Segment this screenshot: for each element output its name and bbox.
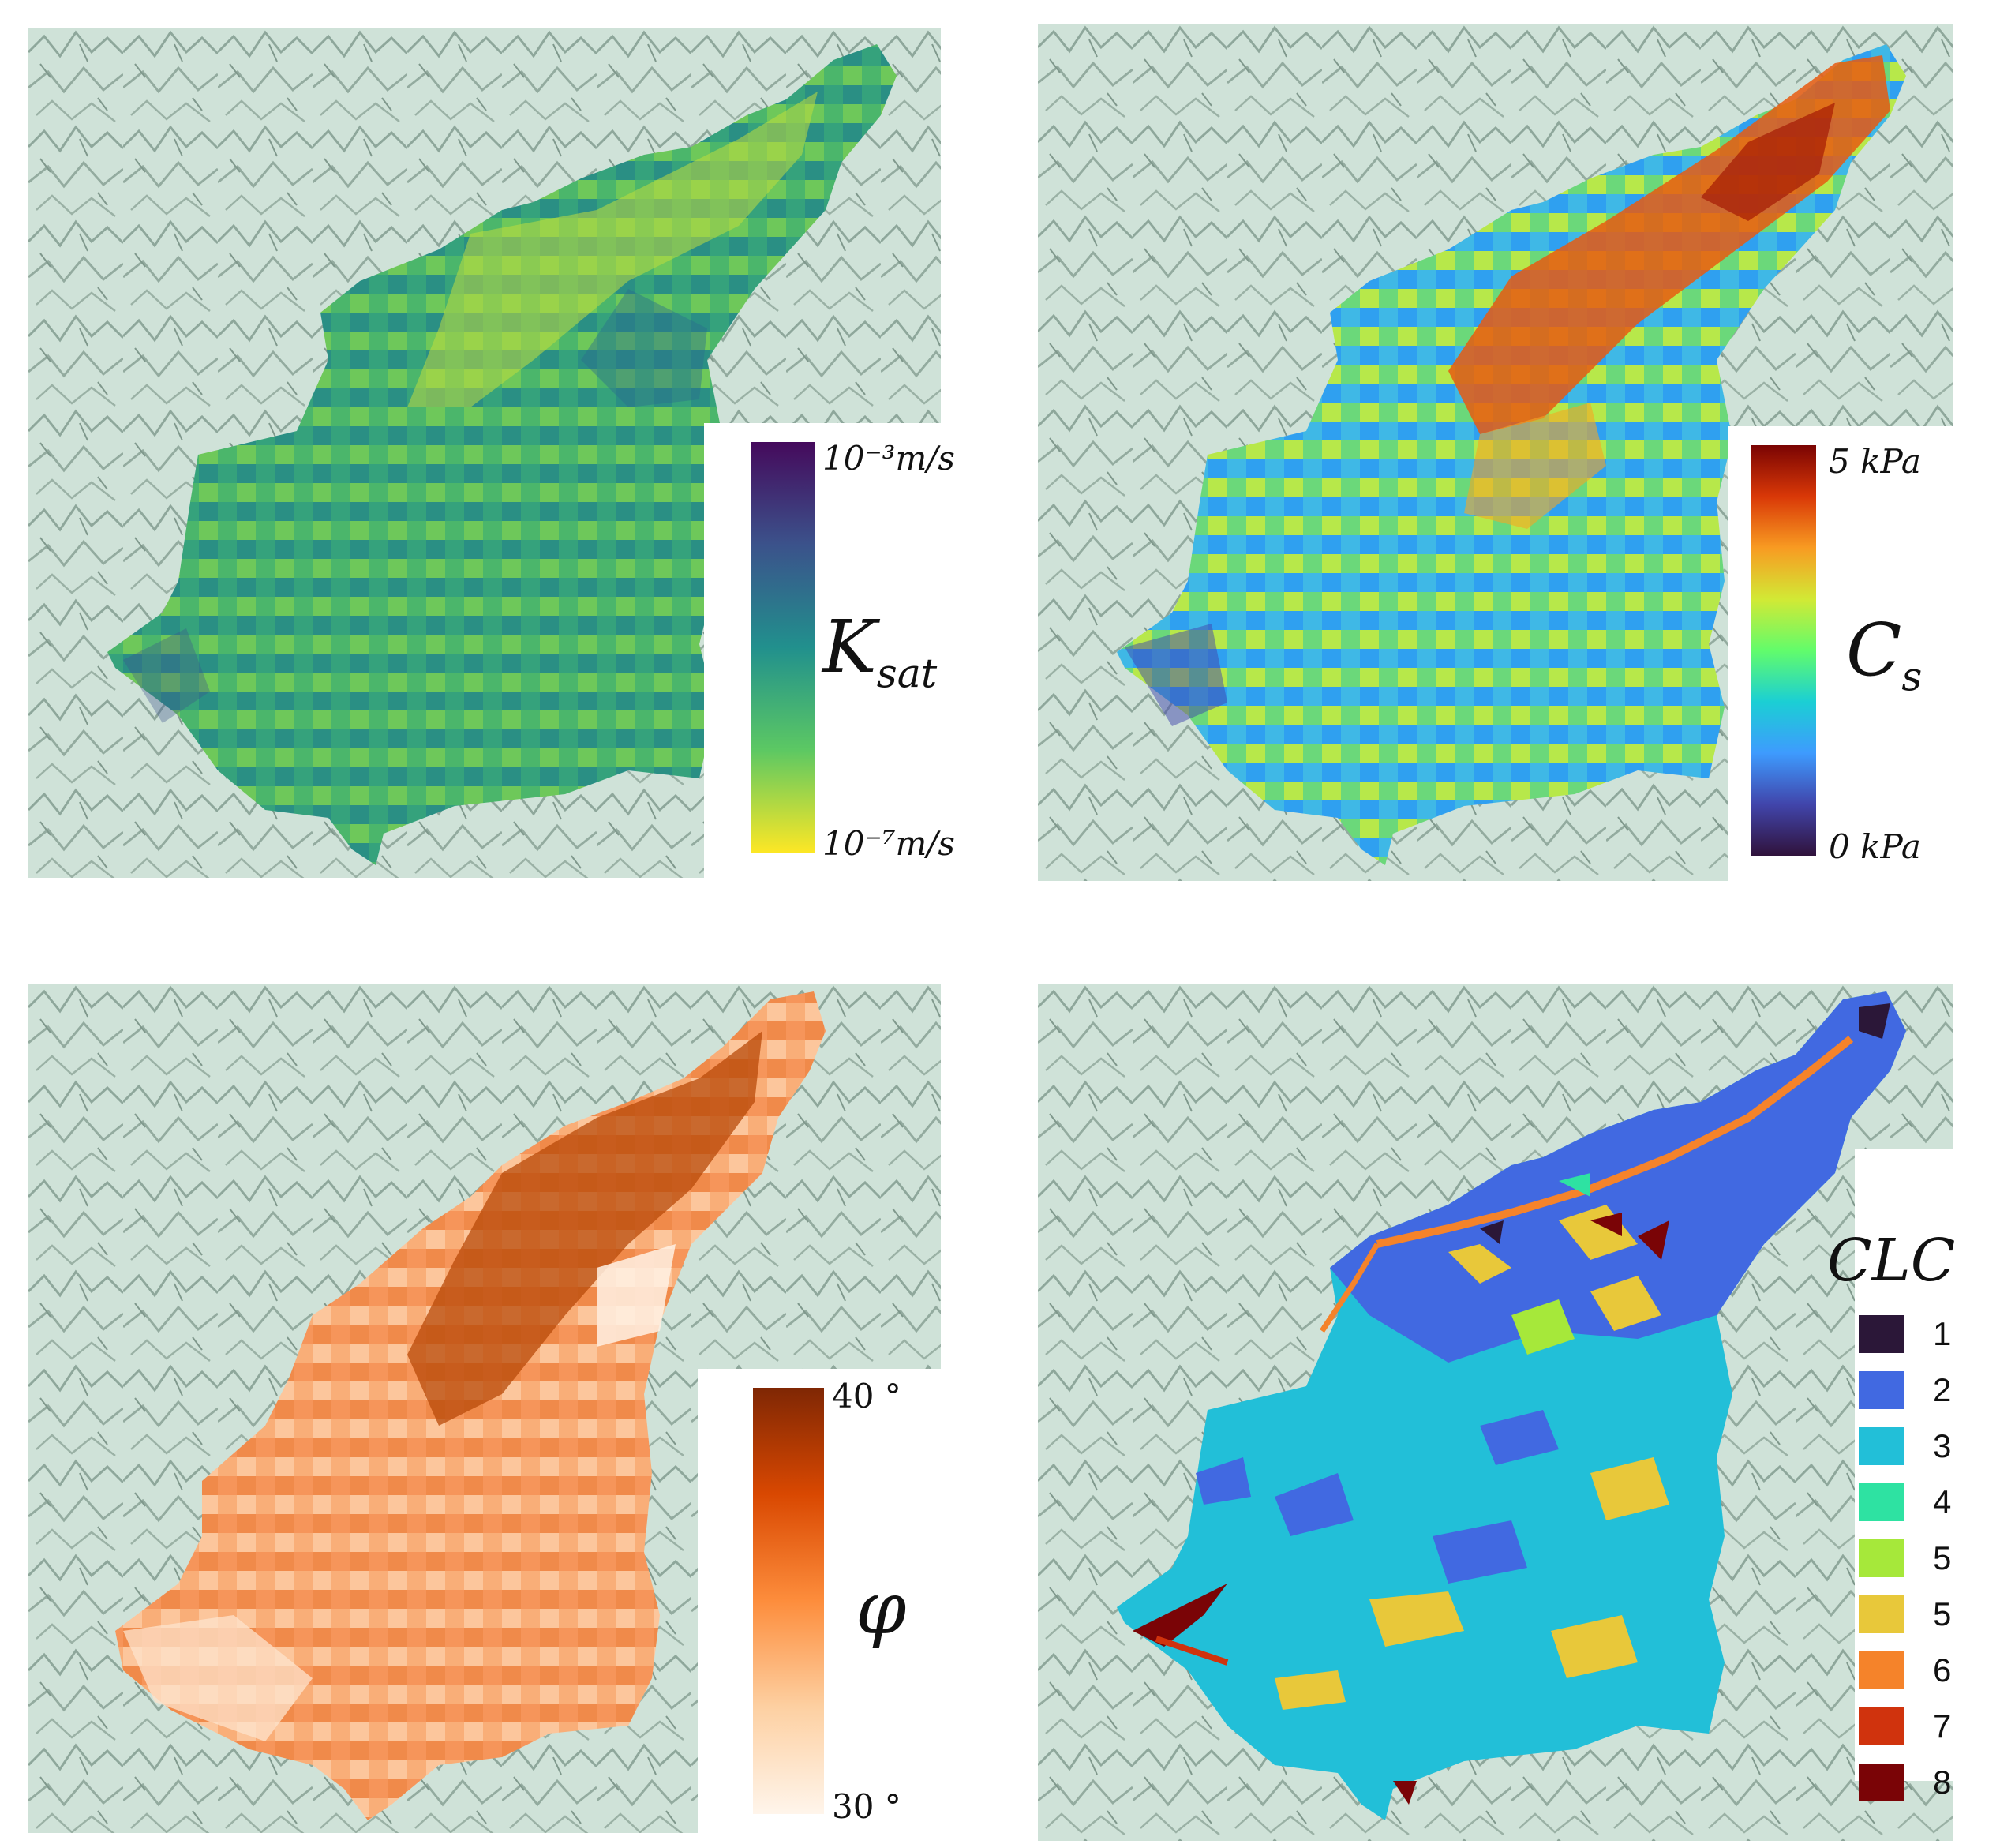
clc-legend-item: 1	[1859, 1314, 1951, 1355]
clc-swatch	[1859, 1539, 1904, 1577]
clc-legend-item: 5	[1859, 1538, 1951, 1579]
ksat-colorbar	[751, 442, 815, 853]
clc-map	[1038, 984, 1953, 1841]
clc-class-label: 2	[1933, 1371, 1952, 1408]
clc-map-panel: CLC 1 2 3 4 5 5 6 7 8	[1038, 984, 1956, 1841]
clc-class-label: 8	[1933, 1764, 1952, 1801]
clc-swatch	[1859, 1427, 1904, 1465]
clc-legend-item: 8	[1859, 1762, 1951, 1803]
ksat-map-panel: 10⁻³m/s Ksat 10⁻⁷m/s	[28, 28, 955, 878]
ksat-legend: 10⁻³m/s Ksat 10⁻⁷m/s	[704, 423, 955, 878]
clc-swatch	[1859, 1651, 1904, 1689]
clc-class-label: 7	[1933, 1707, 1952, 1745]
phi-min-label: 30 °	[832, 1787, 901, 1826]
clc-swatch	[1859, 1764, 1904, 1801]
clc-class-label: 5	[1933, 1539, 1952, 1576]
clc-class-label: 4	[1933, 1483, 1952, 1520]
phi-map-panel: 40 ° φ 30 °	[28, 984, 941, 1833]
ksat-symbol: Ksat	[822, 605, 938, 697]
clc-legend-item: 5	[1859, 1594, 1951, 1635]
phi-max-label: 40 °	[832, 1377, 901, 1415]
clc-swatch	[1859, 1595, 1904, 1633]
cs-min-label: 0 kPa	[1829, 827, 1921, 866]
clc-swatch	[1859, 1707, 1904, 1745]
clc-legend-item: 2	[1859, 1370, 1951, 1411]
clc-class-label: 1	[1933, 1315, 1952, 1352]
phi-legend: 40 ° φ 30 °	[698, 1369, 941, 1833]
cs-colorbar	[1751, 445, 1816, 856]
clc-legend-item: 3	[1859, 1426, 1951, 1467]
clc-swatch	[1859, 1371, 1904, 1409]
clc-legend-item: 6	[1859, 1650, 1951, 1691]
clc-class-label: 6	[1933, 1651, 1952, 1689]
phi-symbol: φ	[856, 1566, 907, 1651]
clc-legend-item: 4	[1859, 1482, 1951, 1523]
clc-title: CLC	[1827, 1227, 1956, 1295]
clc-swatch	[1859, 1315, 1904, 1353]
catchment-ksat	[107, 44, 897, 865]
clc-class-label: 5	[1933, 1595, 1952, 1632]
cs-max-label: 5 kPa	[1829, 442, 1921, 481]
cs-map-panel: 5 kPa Cs 0 kPa	[1038, 24, 1953, 881]
cs-legend: 5 kPa Cs 0 kPa	[1728, 426, 1953, 881]
clc-swatch	[1859, 1483, 1904, 1521]
ksat-min-label: 10⁻⁷m/s	[822, 824, 955, 863]
clc-legend-item: 7	[1859, 1706, 1951, 1747]
ksat-max-label: 10⁻³m/s	[822, 439, 955, 478]
clc-class-label: 3	[1933, 1427, 1952, 1464]
phi-colorbar	[753, 1388, 824, 1814]
cs-symbol: Cs	[1846, 608, 1923, 700]
